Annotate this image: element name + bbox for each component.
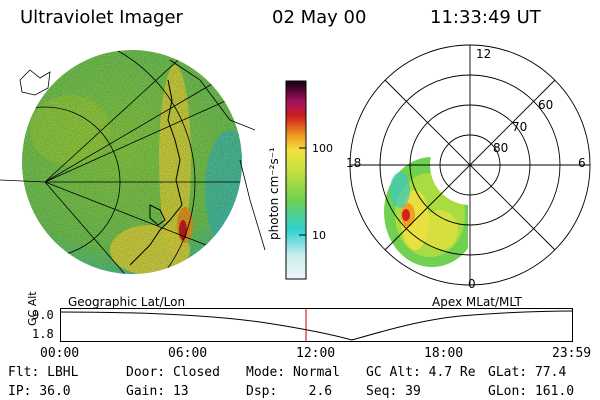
gcalt-key: GC Alt: xyxy=(366,365,421,380)
door-key: Door: xyxy=(126,365,166,380)
gain-key: Gain: xyxy=(126,384,166,399)
seq-value: 39 xyxy=(405,384,421,399)
mode-value: Normal xyxy=(292,365,340,380)
alt-xtick-1200: 12:00 xyxy=(296,346,336,361)
dsp-key: Dsp: xyxy=(246,384,278,399)
colorbar-unit-label: photon cm⁻²s⁻¹ xyxy=(267,147,281,240)
geo-panel-label: Geographic Lat/Lon xyxy=(68,295,186,309)
gcalt-value: 4.7 Re xyxy=(428,365,476,380)
glon-key: GLon: xyxy=(488,384,528,399)
ip-value: 36.0 xyxy=(39,384,71,399)
gain-value: 13 xyxy=(172,384,189,399)
altitude-curve xyxy=(60,310,573,341)
lat-label-60: 60 xyxy=(538,98,554,112)
time-label: 11:33:49 UT xyxy=(430,7,541,28)
polar-image xyxy=(349,44,591,286)
mlt-label-6: 6 xyxy=(578,156,586,170)
mlt-label-0: 0 xyxy=(468,277,476,291)
geographic-image xyxy=(0,50,266,274)
colorbar-tick-100: 100 xyxy=(312,142,333,155)
flt-key: Flt: xyxy=(8,365,40,380)
lat-label-70: 70 xyxy=(512,120,528,134)
colorbar xyxy=(285,80,307,280)
mode-key: Mode: xyxy=(246,365,286,380)
ip-key: IP: xyxy=(8,384,32,399)
door-value: Closed xyxy=(172,365,220,380)
mlt-label-12: 12 xyxy=(476,47,492,61)
altitude-plot xyxy=(60,308,573,342)
alt-ytick-1-8: 1.8 xyxy=(32,327,54,341)
lat-label-80: 80 xyxy=(493,141,509,155)
alt-xtick-2359: 23:59 xyxy=(552,346,592,361)
seq-key: Seq: xyxy=(366,384,398,399)
glat-key: GLat: xyxy=(488,365,528,380)
dsp-value: 2.6 xyxy=(308,384,333,399)
alt-xtick-0600: 06:00 xyxy=(168,346,208,361)
alt-xtick-1800: 18:00 xyxy=(424,346,464,361)
polar-panel-label: Apex MLat/MLT xyxy=(432,295,522,309)
alt-xtick-0000: 00:00 xyxy=(40,346,80,361)
flt-value: LBHL xyxy=(47,365,79,380)
instrument-title: Ultraviolet Imager xyxy=(20,7,183,28)
alt-ytick-9: 9.0 xyxy=(32,308,54,322)
colorbar-tick-10: 10 xyxy=(312,229,326,242)
mlt-label-18: 18 xyxy=(346,156,362,170)
glat-value: 77.4 xyxy=(534,365,567,380)
date-label: 02 May 00 xyxy=(272,7,367,28)
glon-value: 161.0 xyxy=(534,384,575,399)
